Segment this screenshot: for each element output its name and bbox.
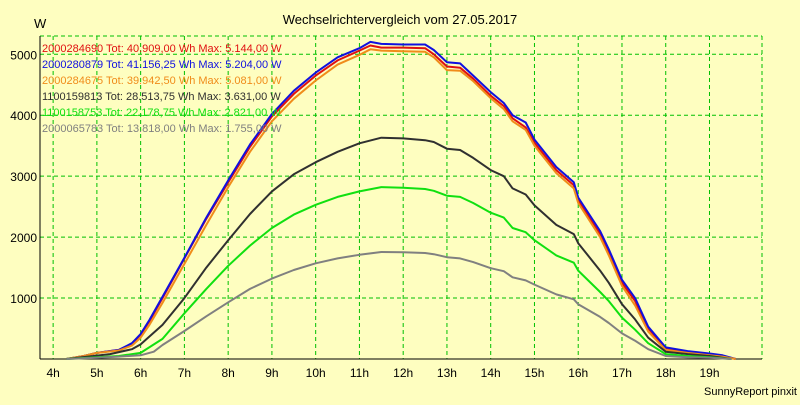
y-tick-label: 1000: [10, 292, 37, 306]
x-tick-label: 8h: [221, 366, 234, 380]
x-tick-label: 12h: [393, 366, 413, 380]
legend-entry-1: 2000284690 Tot: 40.909,00 Wh Max: 5.144,…: [42, 43, 282, 55]
x-tick-label: 4h: [46, 366, 59, 380]
series-line-3: [66, 48, 736, 360]
x-tick-label: 13h: [437, 366, 457, 380]
x-tick-label: 11h: [350, 366, 369, 380]
x-tick-label: 18h: [656, 366, 676, 380]
series-line-2: [66, 40, 736, 360]
y-axis-label: W: [34, 16, 47, 31]
x-tick-label: 7h: [178, 366, 191, 380]
legend-entry-3: 2000284675 Tot: 39.942,50 Wh Max: 5.081,…: [42, 75, 282, 87]
legend-entry-2: 2000280879 Tot: 41.156,25 Wh Max: 5.204,…: [42, 59, 282, 71]
series-line-4: [66, 136, 732, 360]
x-tick-label: 19h: [699, 366, 719, 380]
y-tick-label: 2000: [10, 231, 37, 245]
series-lines: [66, 40, 736, 360]
legend-entry-6: 2000065783 Tot: 13.818,00 Wh Max: 1.755,…: [42, 123, 282, 135]
x-tick-label: 10h: [306, 366, 326, 380]
legend-entry-5: 1100158753 Tot: 22.178,75 Wh Max: 2.821,…: [42, 107, 281, 119]
footer-credit: SunnyReport pinxit: [704, 386, 797, 398]
series-line-6: [66, 251, 732, 360]
x-tick-label: 16h: [568, 366, 588, 380]
y-tick-label: 4000: [10, 109, 37, 123]
legend: 2000284690 Tot: 40.909,00 Wh Max: 5.144,…: [42, 43, 282, 135]
x-tick-label: 17h: [612, 366, 632, 380]
axes: 1000 2000 3000 4000 5000 4h 5h 6h 7h 8h 9h 10h 11h 12…: [10, 36, 762, 380]
series-line-5: [66, 186, 732, 360]
x-tick-label: 9h: [265, 366, 278, 380]
y-tick-label: 3000: [10, 170, 37, 184]
y-tick-label: 5000: [10, 48, 37, 62]
x-tick-label: 15h: [524, 366, 544, 380]
x-tick-label: 5h: [90, 366, 103, 380]
x-tick-label: 6h: [134, 366, 147, 380]
legend-entry-4: 1100159813 Tot: 28.513,75 Wh Max: 3.631,…: [42, 91, 281, 103]
x-tick-label: 14h: [481, 366, 501, 380]
chart-title: Wechselrichtervergleich vom 27.05.2017: [283, 12, 518, 27]
